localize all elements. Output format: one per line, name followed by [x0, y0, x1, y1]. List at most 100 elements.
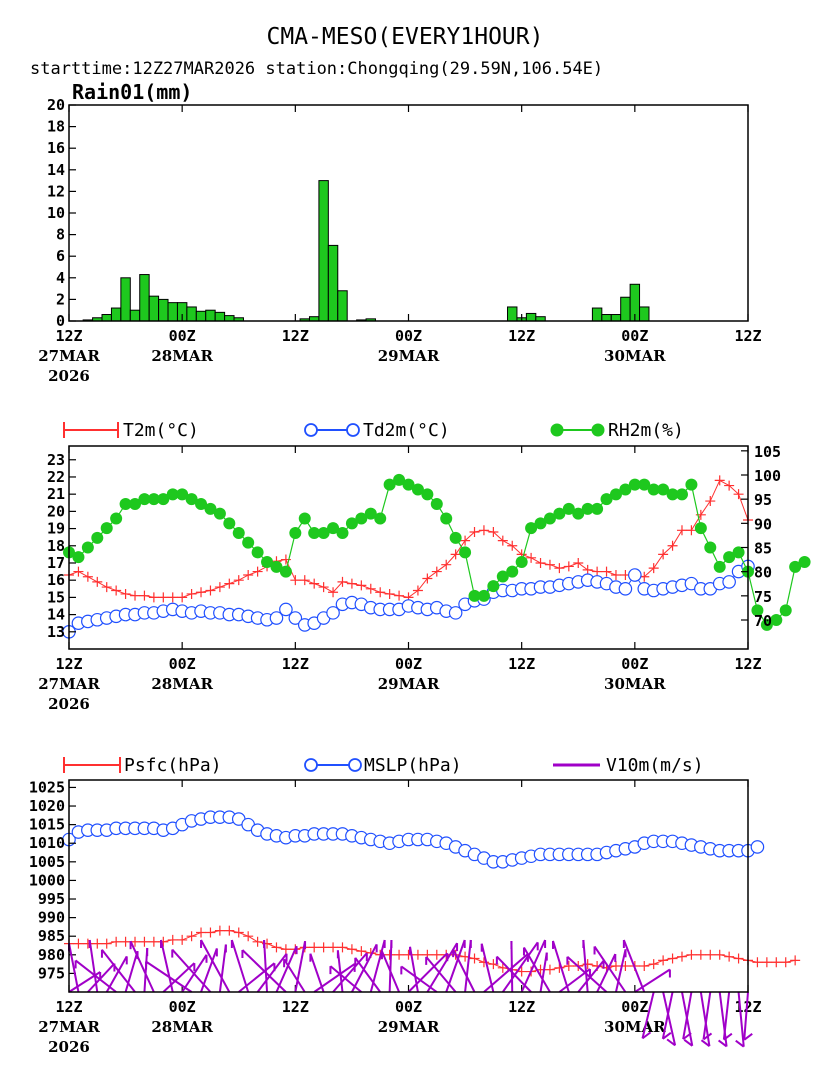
t2m-point [158, 592, 169, 603]
rh2m-point [72, 551, 85, 564]
t2m-legend-label: T2m(°C) [123, 420, 199, 441]
wind-staff [68, 943, 80, 993]
t2m-point [658, 549, 669, 560]
psfc-point [686, 949, 697, 960]
rh2m-point [157, 493, 170, 506]
y2-tick-label: 70 [754, 612, 772, 630]
psfc-point [346, 944, 357, 955]
rain-bar [120, 277, 131, 322]
t2m-point [573, 557, 584, 568]
rh2m-point [459, 546, 472, 559]
wind-staff [552, 940, 570, 993]
wind-staff [351, 943, 378, 993]
t2m-point [214, 582, 225, 593]
y-tick-label: 4 [56, 269, 65, 287]
wind-barb [662, 1031, 672, 1040]
t2m-point [676, 525, 687, 536]
t2m-point [177, 592, 188, 603]
y-tick-label: 17 [47, 554, 65, 572]
rh2m-legend: RH2m(%) [550, 420, 684, 441]
pressure-panel: Psfc(hPa) MSLP(hPa) V10m(m/s) 9759809859… [29, 755, 801, 1056]
t2m-point [601, 566, 612, 577]
rh2m-legend-label: RH2m(%) [608, 420, 684, 441]
psfc-point [752, 957, 763, 968]
y-tick-label: 1010 [29, 834, 65, 852]
rain-bar [139, 274, 150, 322]
t2m-point [705, 496, 716, 507]
wind-staff [101, 949, 136, 993]
wind-barb [700, 1039, 711, 1047]
rh2m-point [308, 527, 321, 539]
rain-bar [186, 306, 197, 322]
t2m-point [92, 576, 103, 587]
t2m-point [592, 566, 603, 577]
wind-staff [577, 960, 605, 993]
wind-staff [74, 959, 117, 993]
wind-staff [381, 950, 400, 993]
rh2m-point [591, 502, 604, 515]
x-date-label: 27MAR [38, 347, 100, 365]
wind-staff [520, 939, 547, 993]
y-tick-label: 975 [38, 964, 65, 982]
temp-plot-frame [68, 445, 749, 650]
y-tick-label: 23 [47, 451, 65, 469]
rain-bar [101, 314, 112, 322]
y-tick-label: 1025 [29, 778, 65, 796]
mslp-legend: MSLP(hPa) [304, 755, 462, 776]
t2m-point [724, 480, 735, 491]
rh2m-point [770, 614, 783, 626]
rh2m-point [185, 493, 198, 506]
psfc-point [111, 936, 122, 947]
psfc-point [243, 931, 254, 942]
rh2m-point [732, 546, 745, 559]
x-tick-label: 00Z [395, 655, 422, 673]
wind-staff [263, 939, 269, 993]
x-year-label: 2026 [48, 1038, 90, 1056]
rh2m-point [336, 527, 349, 539]
t2m-point [648, 563, 659, 574]
psfc-point [318, 942, 329, 953]
x-tick-label: 00Z [621, 655, 648, 673]
x-tick-label: 12Z [508, 655, 535, 673]
psfc-point [167, 934, 178, 945]
v10m-legend-label: V10m(m/s) [606, 755, 704, 776]
rh2m-point [760, 618, 773, 631]
rh2m-point [393, 473, 406, 486]
rain-bar [639, 306, 650, 322]
psfc-point [563, 960, 574, 971]
wind-staff [743, 991, 749, 1040]
t2m-point [365, 583, 376, 594]
psfc-point [544, 964, 555, 975]
td2m-point [326, 606, 340, 620]
rh2m-point [327, 522, 340, 535]
rain-bar [610, 314, 622, 322]
x-tick-label: 00Z [169, 655, 196, 673]
wind-barbs [68, 939, 753, 1048]
wind-barb [743, 1033, 753, 1041]
chart-subtitle: starttime:12Z27MAR2026 station:Chongqing… [30, 59, 603, 79]
rh2m-point [100, 522, 113, 535]
wind-barb [641, 1031, 652, 1040]
y2-tick-label: 105 [754, 443, 781, 461]
x-date-label: 29MAR [378, 675, 440, 693]
t2m-point [544, 559, 555, 570]
t2m-point [167, 592, 178, 603]
rh2m-point [779, 604, 792, 617]
rh2m-point [525, 522, 538, 535]
rh2m-point [515, 556, 528, 568]
rain-x-ticks: 12Z 27MAR 00Z 28MAR 12Z 00Z 29MAR 12Z 00Z 30MAR 12… [38, 105, 762, 385]
rh2m-point [685, 478, 698, 491]
rh2m-point [600, 493, 613, 506]
psfc-point [771, 957, 782, 968]
x-date-label: 30MAR [604, 347, 666, 365]
y2-tick-label: 75 [754, 588, 772, 606]
psfc-point [639, 960, 650, 971]
x-tick-label: 00Z [621, 998, 648, 1016]
t2m-point [478, 525, 489, 536]
td2m-point [722, 575, 736, 589]
rh2m-point [562, 502, 575, 515]
wind-staff [238, 962, 276, 993]
wind-staff [200, 939, 231, 993]
rh2m-point [713, 560, 726, 573]
